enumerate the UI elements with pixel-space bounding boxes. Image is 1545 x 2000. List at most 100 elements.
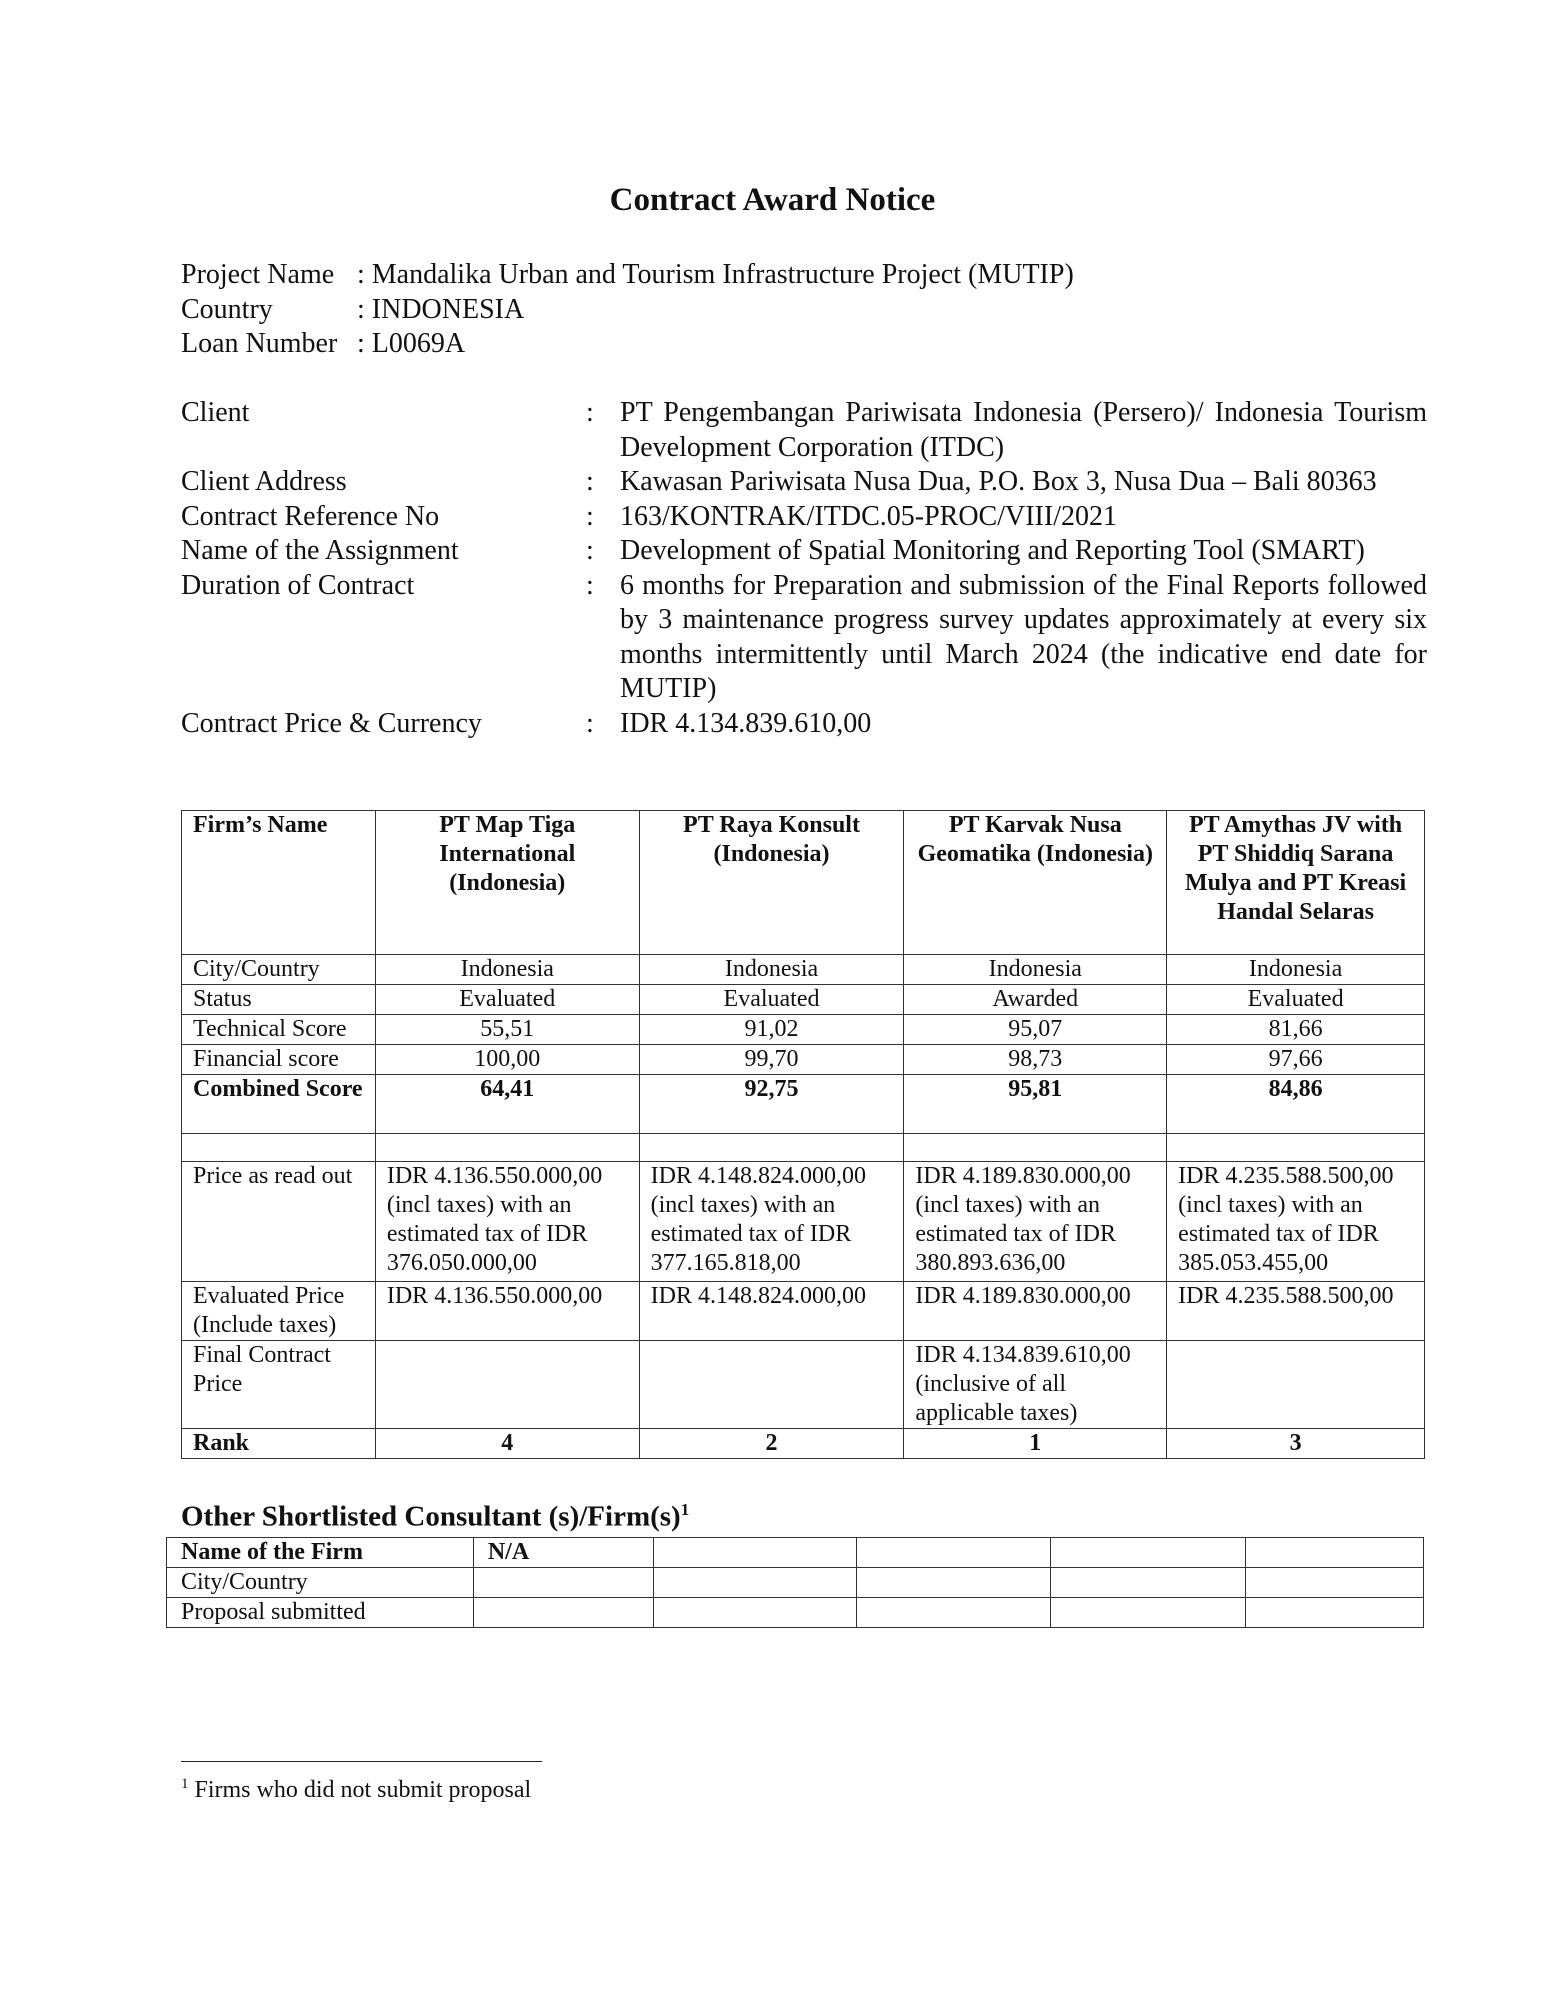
value: : L0069A (357, 328, 466, 359)
value: PT Pengembangan Pariwisata Indonesia (Pe… (620, 397, 1427, 463)
cell (1245, 1537, 1424, 1568)
cell (638, 1133, 905, 1162)
row-label: City/Country (166, 1567, 474, 1598)
cell: 99,70 (638, 1044, 905, 1075)
project-name-row: Project Name : Mandalika Urban and Touris… (181, 258, 1074, 293)
city-country-row: City/Country (166, 1567, 1424, 1598)
value: Development of Spatial Monitoring and Re… (620, 535, 1365, 566)
cell (855, 1597, 1052, 1628)
cell (374, 1133, 640, 1162)
cell: 95,81 (903, 1074, 1168, 1134)
cell: IDR 4.189.830.000,00 (903, 1281, 1168, 1341)
rank-row: Rank 4 2 1 3 (181, 1428, 1425, 1459)
row-label: Evaluated Price (Include taxes) (181, 1281, 376, 1341)
row-label: Final Contract Price (181, 1340, 376, 1429)
cell (638, 1340, 905, 1429)
row-label: Financial score (181, 1044, 376, 1075)
cell: 3 (1166, 1428, 1425, 1459)
cell: 98,73 (903, 1044, 1168, 1075)
contract-price-row: Contract Price & Currency: IDR 4.134.839.… (181, 707, 1427, 742)
value: 6 months for Preparation and submission … (620, 569, 1427, 705)
cell (855, 1567, 1052, 1598)
colon: : (586, 569, 594, 601)
final-contract-price-row: Final Contract Price IDR 4.134.839.610,0… (181, 1340, 1425, 1429)
cell: IDR 4.189.830.000,00 (incl taxes) with a… (903, 1161, 1168, 1282)
row-label: Rank (181, 1428, 376, 1459)
name-of-firm-row: Name of the Firm N/A (166, 1537, 1424, 1568)
cell: 55,51 (374, 1014, 640, 1045)
cell: Indonesia (638, 954, 905, 985)
price-read-out-row: Price as read out IDR 4.136.550.000,00 (… (181, 1161, 1425, 1282)
evaluation-table: Firm’s Name PT Map Tiga International (I… (181, 810, 1425, 1459)
cell (652, 1537, 857, 1568)
cell: Indonesia (903, 954, 1168, 985)
footnote: 1 Firms who did not submit proposal (181, 1776, 531, 1804)
cell: 91,02 (638, 1014, 905, 1045)
value: Kawasan Pariwisata Nusa Dua, P.O. Box 3,… (620, 466, 1377, 497)
cell: 4 (374, 1428, 640, 1459)
value: : Mandalika Urban and Tourism Infrastruc… (357, 259, 1074, 290)
financial-score-row: Financial score 100,00 99,70 98,73 97,66 (181, 1044, 1425, 1075)
cell (903, 1133, 1168, 1162)
row-label: Price as read out (181, 1161, 376, 1282)
row-label: Technical Score (181, 1014, 376, 1045)
value: IDR 4.134.839.610,00 (620, 707, 872, 739)
duration-row: Duration of Contract:6 months for Prepar… (181, 569, 1427, 707)
footnote-number: 1 (181, 1776, 189, 1792)
colon: : (586, 397, 594, 428)
colon: : (586, 500, 594, 532)
other-shortlisted-table: Name of the Firm N/A City/Country Propos… (166, 1537, 1424, 1628)
client-address-row: Client Address: Kawasan Pariwisata Nusa D… (181, 465, 1427, 500)
cell (1166, 1133, 1425, 1162)
status-row: Status Evaluated Evaluated Awarded Evalu… (181, 984, 1425, 1015)
cell: Evaluated (1166, 984, 1425, 1015)
label: Country (181, 293, 273, 325)
cell: Evaluated (638, 984, 905, 1015)
label: Name of the Assignment (181, 535, 459, 566)
combined-score-row: Combined Score 64,41 92,75 95,81 84,86 (181, 1074, 1425, 1134)
technical-score-row: Technical Score 55,51 91,02 95,07 81,66 (181, 1014, 1425, 1045)
project-details: Project Name : Mandalika Urban and Touris… (181, 258, 1074, 362)
cell (1245, 1567, 1424, 1598)
label: Client (181, 397, 250, 428)
cell (652, 1567, 857, 1598)
contract-reference-row: Contract Reference No:163/KONTRAK/ITDC.0… (181, 500, 1427, 535)
cell: IDR 4.235.588.500,00 (incl taxes) with a… (1166, 1161, 1425, 1282)
cell (855, 1537, 1052, 1568)
cell: IDR 4.136.550.000,00 (incl taxes) with a… (374, 1161, 640, 1282)
cell: 81,66 (1166, 1014, 1425, 1045)
label: Client Address (181, 466, 347, 497)
colon: : (586, 535, 594, 566)
cell: 100,00 (374, 1044, 640, 1075)
other-shortlisted-heading: Other Shortlisted Consultant (s)/Firm(s)… (181, 1500, 689, 1534)
cell: N/A (472, 1537, 654, 1568)
evaluated-price-row: Evaluated Price (Include taxes) IDR 4.13… (181, 1281, 1425, 1341)
label: Contract Price & Currency (181, 707, 482, 739)
country-row: Country : INDONESIA (181, 293, 1074, 328)
firm-name-row: Firm’s Name PT Map Tiga International (I… (181, 810, 1425, 955)
label: Contract Reference No (181, 500, 440, 532)
cell (1050, 1567, 1247, 1598)
value: 163/KONTRAK/ITDC.05-PROC/VIII/2021 (620, 500, 1117, 532)
cell (472, 1597, 654, 1628)
contract-info: Client: PT Pengembangan Pariwisata Indone… (181, 396, 1427, 741)
cell (374, 1340, 640, 1429)
cell: IDR 4.136.550.000,00 (374, 1281, 640, 1341)
cell: 92,75 (638, 1074, 905, 1134)
proposal-submitted-row: Proposal submitted (166, 1597, 1424, 1628)
row-label: Combined Score (181, 1074, 376, 1134)
footnote-divider (181, 1761, 542, 1762)
label: Loan Number (181, 328, 338, 359)
row-label: Name of the Firm (166, 1537, 474, 1568)
value: : INDONESIA (357, 293, 525, 325)
cell: Awarded (903, 984, 1168, 1015)
firm-name: PT Amythas JV with PT Shiddiq Sarana Mul… (1166, 810, 1425, 955)
city-row: City/Country Indonesia Indonesia Indones… (181, 954, 1425, 985)
loan-number-row: Loan Number : L0069A (181, 327, 1074, 362)
cell: IDR 4.148.824.000,00 (incl taxes) with a… (638, 1161, 905, 1282)
label: Project Name (181, 259, 335, 290)
cell: 64,41 (374, 1074, 640, 1134)
row-label: Status (181, 984, 376, 1015)
page-title: Contract Award Notice (609, 182, 936, 218)
cell: 95,07 (903, 1014, 1168, 1045)
